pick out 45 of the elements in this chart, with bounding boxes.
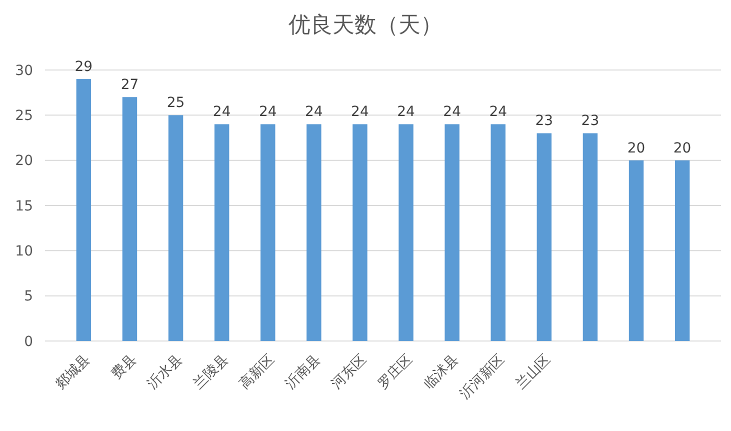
- x-tick-label: 兰陵县: [190, 351, 232, 392]
- data-label: 24: [489, 104, 508, 120]
- bar: [122, 97, 138, 341]
- bar: [214, 124, 230, 341]
- bar: [536, 133, 552, 341]
- y-tick-label: 15: [15, 198, 33, 214]
- bar: [444, 124, 460, 341]
- chart-title: 优良天数（天）: [288, 13, 442, 38]
- bar: [76, 79, 92, 341]
- data-label: 24: [212, 104, 231, 120]
- bar: [628, 160, 644, 341]
- data-label: 27: [120, 77, 139, 94]
- bar: [260, 124, 276, 341]
- x-tick-label: 沂水县: [144, 351, 186, 392]
- bar: [398, 124, 414, 341]
- bar: [306, 124, 322, 341]
- data-label: 24: [443, 104, 462, 120]
- x-tick-label: 郯城县: [52, 351, 94, 392]
- x-tick-label: 河东区: [328, 351, 370, 392]
- data-label: 24: [305, 104, 323, 120]
- data-label: 29: [74, 59, 93, 76]
- bar: [490, 124, 506, 341]
- data-label: 23: [535, 113, 554, 130]
- data-label: 23: [581, 113, 600, 130]
- x-tick-label: 费县: [108, 351, 140, 383]
- y-tick-label: 20: [15, 153, 33, 170]
- x-tick-label: 沂南县: [282, 351, 324, 392]
- y-tick-label: 25: [15, 108, 33, 124]
- data-label: 20: [627, 140, 646, 156]
- data-label: 24: [397, 104, 416, 120]
- bar: [352, 124, 368, 341]
- x-tick-label: 兰山区: [512, 351, 554, 392]
- bar: [582, 133, 598, 341]
- data-label: 25: [166, 95, 185, 112]
- data-label: 24: [351, 104, 369, 120]
- x-tick-label: 高新区: [236, 351, 278, 392]
- data-label: 24: [258, 104, 277, 120]
- data-label: 20: [673, 140, 692, 156]
- y-tick-label: 5: [24, 288, 33, 305]
- x-tick-label: 罗庄区: [374, 351, 416, 392]
- y-tick-label: 10: [15, 244, 33, 260]
- y-tick-label: 0: [24, 334, 33, 350]
- bar: [168, 115, 184, 341]
- bar: [674, 160, 690, 341]
- y-tick-label: 30: [15, 62, 33, 79]
